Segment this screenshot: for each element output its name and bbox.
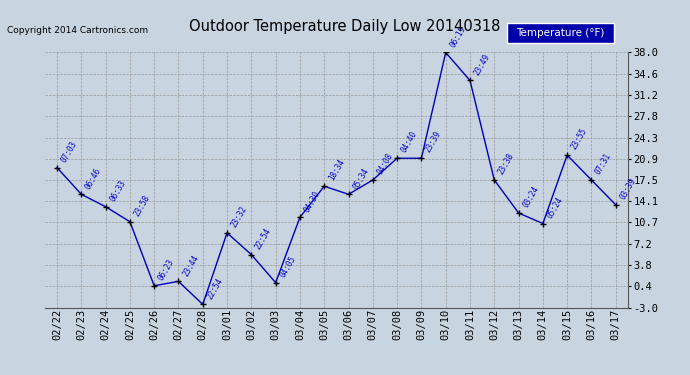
Text: 05:24: 05:24 [545,195,564,220]
Text: 23:32: 23:32 [230,205,249,229]
Text: 22:54: 22:54 [254,226,273,251]
Text: 03:24: 03:24 [521,185,540,209]
Text: 23:49: 23:49 [473,52,492,77]
Text: 04:40: 04:40 [400,130,419,154]
Text: 06:23: 06:23 [157,258,176,282]
Text: Copyright 2014 Cartronics.com: Copyright 2014 Cartronics.com [7,26,148,35]
Text: 18:34: 18:34 [326,158,346,183]
Text: 06:33: 06:33 [108,178,128,203]
Text: 23:44: 23:44 [181,253,200,278]
Text: 07:31: 07:31 [594,152,613,176]
Text: 03:39: 03:39 [618,177,638,201]
Text: Temperature (°F): Temperature (°F) [516,28,605,38]
Text: Outdoor Temperature Daily Low 20140318: Outdoor Temperature Daily Low 20140318 [189,19,501,34]
Text: 23:39: 23:39 [424,130,443,154]
Text: 23:38: 23:38 [497,152,516,176]
Text: 23:55: 23:55 [570,127,589,152]
Text: 04:05: 04:05 [278,254,297,279]
Text: 07:03: 07:03 [59,139,79,164]
Text: 23:58: 23:58 [132,194,152,218]
Text: 04:08: 04:08 [375,152,395,176]
Text: 05:34: 05:34 [351,166,371,190]
Text: 22:54: 22:54 [205,276,224,301]
Text: 04:30: 04:30 [302,189,322,214]
Text: 06:19: 06:19 [448,24,468,49]
Text: 06:46: 06:46 [83,166,103,190]
